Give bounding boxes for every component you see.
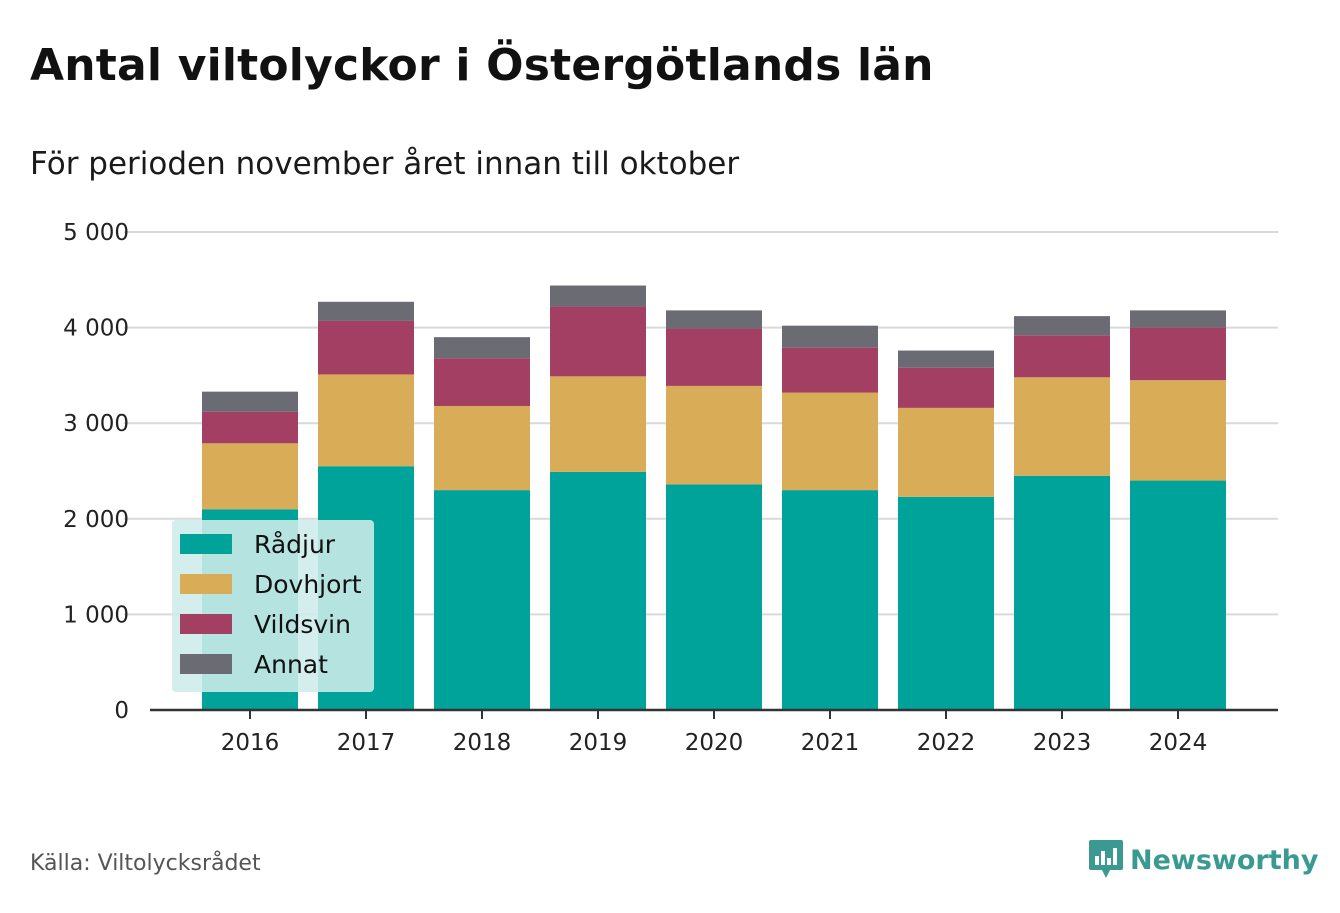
- legend-swatch: [180, 614, 232, 634]
- bar-segment: [318, 374, 414, 467]
- bar-segment: [1014, 475, 1110, 710]
- bar-segment: [1014, 377, 1110, 476]
- x-tick-label: 2017: [337, 730, 396, 756]
- bar-segment: [898, 407, 994, 497]
- bar-segment: [666, 385, 762, 485]
- bar-segment: [434, 490, 530, 710]
- legend-label: Dovhjort: [254, 570, 362, 599]
- x-tick-label: 2024: [1149, 730, 1208, 756]
- bar-segment: [898, 367, 994, 408]
- legend-label: Annat: [254, 650, 328, 679]
- bar-segment: [434, 358, 530, 406]
- newsworthy-icon: [1089, 840, 1123, 878]
- legend-label: Vildsvin: [254, 610, 351, 639]
- legend-label: Rådjur: [254, 530, 336, 559]
- x-tick-label: 2020: [685, 730, 744, 756]
- bar-segment: [202, 391, 298, 412]
- legend-swatch: [180, 574, 232, 594]
- brand-name: Newsworthy: [1130, 844, 1319, 876]
- x-tick-label: 2016: [221, 730, 280, 756]
- bar-segment: [1130, 480, 1226, 710]
- x-tick-label: 2021: [801, 730, 860, 756]
- bar-segment: [1130, 380, 1226, 481]
- bar-segment: [434, 405, 530, 491]
- bar-segment: [898, 496, 994, 710]
- y-tick-label: 0: [114, 698, 129, 724]
- bar-segment: [202, 443, 298, 510]
- x-tick-label: 2022: [917, 730, 976, 756]
- bar-segment: [782, 347, 878, 393]
- bar-segment: [1014, 335, 1110, 378]
- x-tick-label: 2019: [569, 730, 628, 756]
- bar-segment: [666, 484, 762, 710]
- bar-segment: [434, 337, 530, 359]
- bar-segment: [550, 306, 646, 377]
- bar-segment: [782, 325, 878, 348]
- legend-background: [172, 520, 374, 692]
- source-note: Källa: Viltolycksrådet: [30, 851, 261, 876]
- legend-swatch: [180, 534, 232, 554]
- chart-subtitle: För perioden november året innan till ok…: [30, 146, 740, 182]
- legend-swatch: [180, 654, 232, 674]
- y-tick-label: 4 000: [63, 316, 129, 342]
- bar-segment: [666, 328, 762, 386]
- y-tick-label: 3 000: [63, 411, 129, 437]
- bar-segment: [782, 392, 878, 491]
- bar-segment: [318, 320, 414, 375]
- bar-segment: [898, 350, 994, 368]
- bar-segment: [202, 411, 298, 444]
- x-tick-label: 2018: [453, 730, 512, 756]
- bar-segment: [550, 376, 646, 472]
- bar-segment: [1130, 310, 1226, 328]
- y-tick-label: 2 000: [63, 507, 129, 533]
- x-tick-label: 2023: [1033, 730, 1092, 756]
- bar-segment: [1014, 316, 1110, 336]
- y-tick-label: 5 000: [63, 220, 129, 246]
- y-tick-label: 1 000: [63, 602, 129, 628]
- legend: Rådjur Dovhjort Vildsvin Annat: [172, 520, 374, 692]
- bar-segment: [550, 471, 646, 710]
- chart-title: Antal viltolyckor i Östergötlands län: [30, 40, 934, 91]
- bar-segment: [318, 301, 414, 321]
- bar-segment: [782, 490, 878, 710]
- bar-segment: [550, 285, 646, 307]
- bar-segment: [666, 310, 762, 329]
- bar-segment: [1130, 327, 1226, 381]
- brand-logo: Newsworthy: [1088, 838, 1318, 882]
